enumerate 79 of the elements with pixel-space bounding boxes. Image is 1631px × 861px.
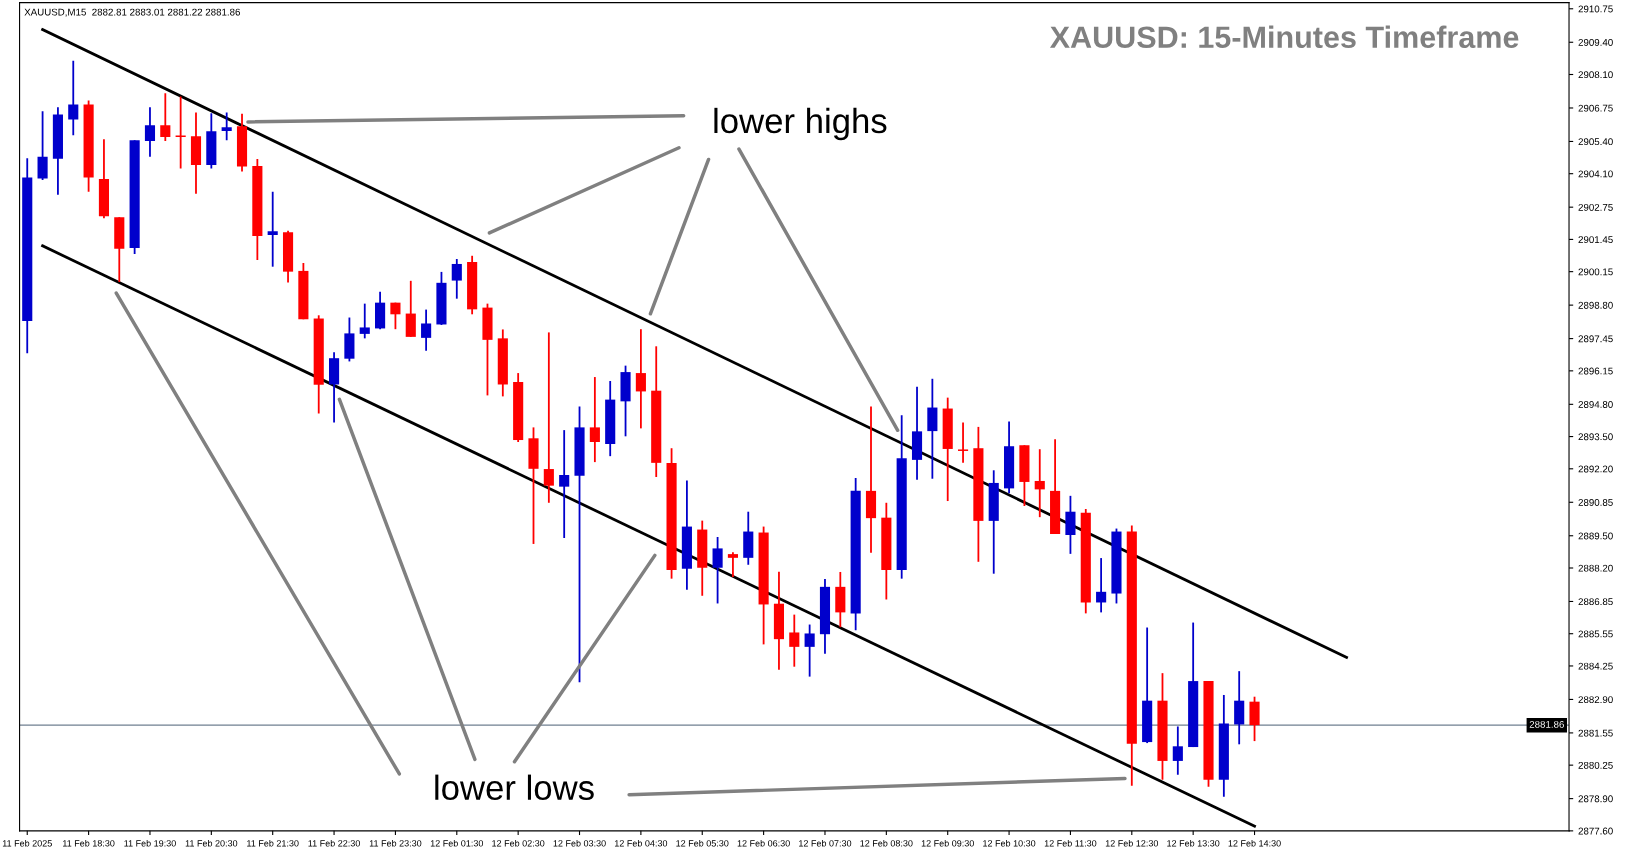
y-tick-label: 2900.15 bbox=[1578, 268, 1613, 276]
annotation: XAUUSD,M15 2882.81 2883.01 2881.22 2881.86 bbox=[24, 8, 240, 17]
text: XAUUSD: 15-Minutes Timeframe bbox=[1049, 25, 1519, 49]
y-tick-label: 2904.10 bbox=[1578, 170, 1613, 178]
y-tick-label: 2897.45 bbox=[1578, 335, 1613, 343]
y-tick-label: 2894.80 bbox=[1578, 401, 1613, 408]
y-tick-label: 2889.50 bbox=[1578, 532, 1613, 540]
x-tick-label: 12 Feb 04:30 bbox=[614, 839, 668, 847]
candlestick bbox=[37, 110, 48, 181]
candlestick bbox=[1065, 494, 1076, 555]
candlestick bbox=[160, 92, 171, 142]
candlestick bbox=[712, 536, 723, 605]
candlestick bbox=[1234, 670, 1245, 746]
candlestick bbox=[1249, 695, 1260, 742]
y-tick-label: 2877.60 bbox=[1578, 827, 1613, 835]
x-tick-label: 12 Feb 14:30 bbox=[1228, 839, 1281, 847]
x-tick-label: 11 Feb 21:30 bbox=[247, 839, 299, 847]
candlestick bbox=[927, 377, 938, 480]
y-tick-label: 2885.55 bbox=[1578, 630, 1613, 638]
y-tick-label: 2886.85 bbox=[1578, 598, 1613, 606]
x-tick-label: 11 Feb 20:30 bbox=[185, 839, 238, 847]
candlestick bbox=[405, 279, 416, 338]
candlestick bbox=[267, 190, 278, 268]
y-tick-label: 2910.75 bbox=[1578, 5, 1613, 13]
y-tick-label: 2880.25 bbox=[1578, 761, 1613, 769]
y-tick-label: 2901.45 bbox=[1578, 236, 1613, 244]
y-tick-label: 2892.20 bbox=[1578, 465, 1613, 473]
x-tick-label: 12 Feb 11:30 bbox=[1044, 839, 1097, 847]
candlestick bbox=[789, 613, 800, 668]
y-tick-label: 2878.90 bbox=[1578, 795, 1613, 803]
candlestick bbox=[68, 59, 79, 137]
y-tick-label: 2909.40 bbox=[1578, 39, 1613, 46]
y-tick-label: 2881.55 bbox=[1578, 729, 1613, 737]
candlestick bbox=[1172, 725, 1183, 776]
candlestick bbox=[451, 258, 462, 300]
x-tick-label: 12 Feb 09:30 bbox=[921, 839, 974, 847]
candlestick bbox=[421, 308, 432, 352]
candlestick bbox=[221, 111, 232, 142]
y-tick-label: 2884.25 bbox=[1578, 662, 1613, 670]
candlestick bbox=[543, 331, 554, 504]
y-tick-label: 2888.20 bbox=[1578, 564, 1613, 572]
y-tick-label: 2906.75 bbox=[1578, 104, 1613, 112]
x-tick-label: 12 Feb 08:30 bbox=[860, 839, 913, 847]
candlestick bbox=[1096, 557, 1107, 614]
x-tick-label: 11 Feb 2025 bbox=[2, 839, 52, 847]
candlestick bbox=[559, 429, 570, 539]
annotation: lower lows bbox=[435, 774, 594, 801]
x-tick-label: 11 Feb 22:30 bbox=[308, 839, 360, 847]
candlestick bbox=[804, 623, 815, 678]
y-tick-label: 2893.50 bbox=[1578, 433, 1613, 441]
annotation: lower highs bbox=[714, 107, 887, 141]
y-tick-label: 2898.80 bbox=[1578, 301, 1613, 309]
x-tick-label: 12 Feb 13:30 bbox=[1167, 839, 1220, 847]
candlestick bbox=[359, 302, 370, 340]
y-tick-label: 2890.85 bbox=[1578, 499, 1613, 506]
x-tick-label: 12 Feb 07:30 bbox=[799, 839, 852, 847]
y-tick-label: 2882.90 bbox=[1578, 696, 1613, 704]
candlestick bbox=[957, 421, 969, 464]
candlestick bbox=[390, 301, 401, 331]
ref-line-label: 2881.86 bbox=[1529, 720, 1564, 728]
candlestick bbox=[144, 106, 156, 158]
candlestick bbox=[635, 328, 646, 430]
x-tick-label: 11 Feb 23:30 bbox=[369, 839, 422, 847]
x-tick-label: 12 Feb 12:30 bbox=[1105, 839, 1159, 847]
y-tick-label: 2896.15 bbox=[1578, 367, 1613, 375]
x-tick-label: 12 Feb 03:30 bbox=[553, 839, 606, 847]
x-tick-label: 12 Feb 10:30 bbox=[983, 839, 1036, 847]
x-tick-label: 12 Feb 06:30 bbox=[737, 839, 790, 847]
candlestick bbox=[1034, 448, 1045, 519]
x-tick-label: 11 Feb 18:30 bbox=[63, 839, 115, 847]
y-tick-label: 2902.75 bbox=[1578, 203, 1613, 211]
x-tick-label: 11 Feb 19:30 bbox=[124, 839, 176, 847]
x-tick-label: 12 Feb 01:30 bbox=[430, 839, 484, 847]
x-tick-label: 12 Feb 05:30 bbox=[676, 839, 729, 847]
y-tick-label: 2905.40 bbox=[1578, 138, 1613, 146]
y-tick-label: 2908.10 bbox=[1578, 71, 1613, 79]
x-tick-label: 12 Feb 02:30 bbox=[492, 839, 545, 847]
candlestick bbox=[589, 376, 600, 464]
candlestick bbox=[727, 551, 738, 578]
